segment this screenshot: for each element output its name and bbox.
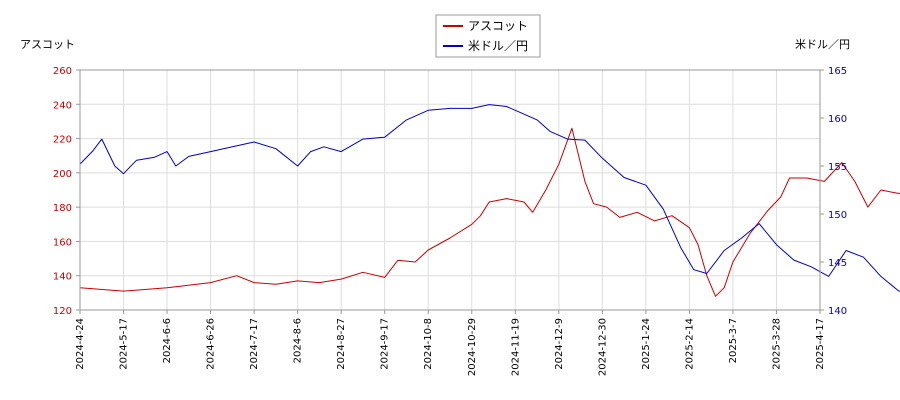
left-tick-label: 180 [53,203,72,214]
x-tick-label: 2024-12-30 [597,318,608,376]
left-tick-label: 120 [53,306,72,317]
right-tick-label: 145 [828,258,847,269]
grid [79,69,821,311]
series-line-usdjpy [79,104,900,292]
left-axis: 120 140 160 180 200 220 240 260 [53,66,80,317]
legend-label-ascot: アスコット [468,19,528,33]
x-tick-label: 2025-2-14 [684,318,695,370]
right-axis: 140 145 150 155 160 165 [820,66,847,317]
right-tick-label: 160 [828,114,847,125]
right-tick-label: 140 [828,306,847,317]
x-tick-label: 2024-8-27 [336,318,347,370]
left-axis-title: アスコット [20,38,75,51]
right-axis-title: 米ドル／円 [795,38,850,51]
series-line-ascot [79,127,900,297]
x-tick-label: 2024-8-6 [293,318,304,363]
left-tick-label: 160 [53,237,72,248]
x-tick-label: 2025-1-24 [641,318,652,370]
x-tick-label: 2025-3-7 [728,318,739,363]
left-tick-label: 200 [53,169,72,180]
x-tick-label: 2024-12-9 [554,318,565,370]
x-tick-label: 2024-10-8 [423,318,434,370]
x-axis: 2024-4-24 2024-5-17 2024-6-6 2024-6-26 2024-… [75,310,826,376]
legend-label-usdjpy: 米ドル／円 [468,39,528,53]
x-tick-label: 2024-6-6 [162,318,173,363]
x-tick-label: 2025-4-17 [815,318,826,370]
x-tick-label: 2025-3-28 [771,318,782,370]
x-tick-label: 2024-9-17 [380,318,391,370]
x-tick-label: 2024-11-19 [510,318,521,376]
legend: アスコット 米ドル／円 [435,14,541,58]
plot-frame [79,69,821,311]
left-tick-label: 240 [53,100,72,111]
x-tick-label: 2024-4-24 [75,318,86,370]
legend-box [435,14,541,58]
x-tick-label: 2024-10-29 [467,318,478,376]
x-tick-label: 2024-7-17 [249,318,260,370]
x-tick-label: 2024-6-26 [206,318,217,370]
left-tick-label: 220 [53,135,72,146]
left-tick-label: 260 [53,66,72,77]
right-tick-label: 165 [828,66,847,77]
left-tick-label: 140 [53,272,72,283]
series-layer [79,104,900,297]
right-tick-label: 155 [828,162,847,173]
x-tick-label: 2024-5-17 [119,318,130,370]
right-tick-label: 150 [828,210,847,221]
